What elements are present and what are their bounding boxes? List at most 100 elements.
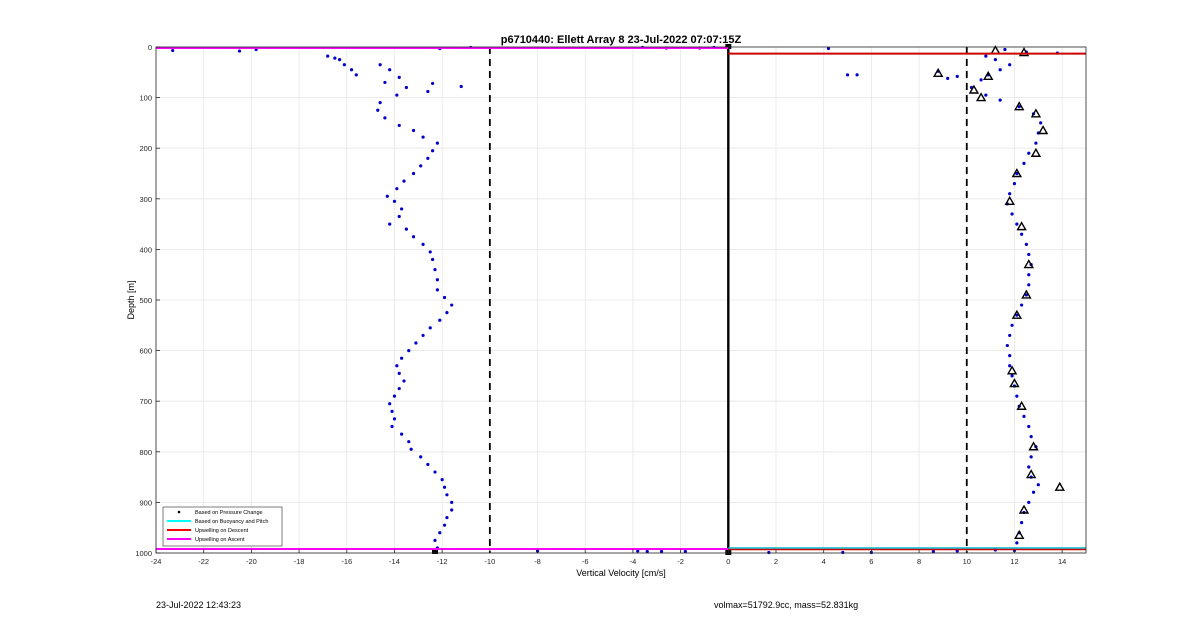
data-point xyxy=(411,171,416,176)
y-tick-label: 400 xyxy=(139,245,152,254)
data-point xyxy=(1024,293,1028,297)
y-tick-label: 200 xyxy=(139,144,152,153)
y-tick-label: 1000 xyxy=(135,549,152,558)
data-point xyxy=(383,80,387,85)
data-point xyxy=(1031,490,1036,494)
y-axis-ticks: 0 100 200 300 400 500 600 700 800 900 1000 xyxy=(135,43,160,558)
data-point xyxy=(442,523,447,527)
data-point xyxy=(349,68,354,72)
data-point xyxy=(428,250,432,254)
data-point xyxy=(1036,483,1040,487)
data-point xyxy=(1017,105,1021,109)
data-point xyxy=(442,485,447,489)
x-tick-label: 6 xyxy=(869,557,873,566)
data-point xyxy=(440,478,444,482)
data-point xyxy=(395,364,399,368)
data-point xyxy=(237,49,242,53)
buoyancy-marker xyxy=(968,84,980,94)
data-point xyxy=(414,341,418,345)
y-tick-label: 500 xyxy=(139,296,152,305)
data-point xyxy=(946,76,950,80)
data-point xyxy=(426,462,430,467)
data-point xyxy=(378,101,382,105)
buoyancy-marker xyxy=(1016,400,1027,410)
buoyancy-marker xyxy=(1011,168,1023,178)
data-point xyxy=(392,199,397,203)
buoyancy-marker xyxy=(1030,108,1042,118)
data-point xyxy=(400,356,404,360)
data-point xyxy=(1015,171,1019,176)
data-point xyxy=(400,207,404,211)
data-point xyxy=(955,74,959,78)
data-point xyxy=(400,432,404,436)
data-point xyxy=(1020,303,1024,307)
data-point xyxy=(397,386,401,391)
legend-label: Upwelling on Descent xyxy=(195,528,249,534)
data-point xyxy=(445,311,449,315)
data-point xyxy=(1022,161,1026,165)
chart-title: p6710440: Ellett Array 8 23-Jul-2022 07:… xyxy=(501,34,742,46)
data-point xyxy=(421,135,425,139)
data-point xyxy=(645,549,649,554)
buoyancy-marker xyxy=(932,67,944,78)
data-point xyxy=(426,156,430,160)
data-point xyxy=(421,333,425,338)
data-point xyxy=(435,141,439,145)
data-point xyxy=(404,85,408,90)
y-tick-label: 700 xyxy=(139,397,152,406)
data-point xyxy=(1027,500,1031,504)
data-point xyxy=(1029,455,1033,459)
data-point xyxy=(395,187,399,191)
data-point xyxy=(459,84,463,89)
y-tick-label: 900 xyxy=(139,498,152,507)
buoyancy-marker xyxy=(1014,529,1025,539)
data-point xyxy=(1027,273,1031,277)
data-point xyxy=(1027,283,1031,287)
y-tick-label: 800 xyxy=(139,448,152,457)
x-tick-label: -18 xyxy=(294,557,305,566)
data-point xyxy=(388,68,392,72)
data-point xyxy=(402,379,406,383)
data-point xyxy=(354,73,358,77)
x-tick-label: 12 xyxy=(1010,557,1018,566)
x-tick-label: -22 xyxy=(198,557,209,566)
data-point xyxy=(1008,364,1012,368)
footer-timestamp: 23-Jul-2022 12:43:23 xyxy=(156,600,242,610)
buoyancy-marker xyxy=(975,92,987,102)
data-point xyxy=(931,549,935,554)
buoyancy-marker xyxy=(1018,47,1030,57)
data-point xyxy=(383,116,387,120)
data-point xyxy=(1008,333,1012,338)
buoyancy-marker xyxy=(990,45,1001,55)
x-axis-label: Vertical Velocity [cm/s] xyxy=(576,568,666,578)
data-point xyxy=(767,550,771,555)
legend-label: Based on Buoyancy and Pitch xyxy=(195,519,268,525)
buoyancy-marker xyxy=(1004,195,1015,206)
data-point xyxy=(397,75,401,79)
x-tick-label: 4 xyxy=(822,557,826,566)
data-point xyxy=(385,194,389,198)
data-point xyxy=(388,222,392,226)
data-point xyxy=(1003,47,1007,52)
y-tick-label: 600 xyxy=(139,347,152,356)
buoyancy-marker xyxy=(1011,309,1023,319)
data-point xyxy=(1022,414,1026,418)
x-tick-label: -24 xyxy=(151,557,162,566)
data-point xyxy=(1008,63,1012,67)
data-point xyxy=(433,470,437,474)
data-point xyxy=(1027,252,1031,257)
data-point xyxy=(326,54,330,58)
data-point xyxy=(397,214,401,219)
x-tick-label: -10 xyxy=(484,557,495,566)
data-point xyxy=(636,549,640,553)
buoyancy-marker xyxy=(1014,101,1025,111)
data-point xyxy=(450,500,454,504)
data-point xyxy=(407,440,411,444)
data-point xyxy=(1015,222,1019,226)
data-point xyxy=(376,108,380,112)
data-point xyxy=(431,149,435,153)
data-point xyxy=(431,257,435,262)
legend-label: Upwelling on Ascent xyxy=(195,537,245,543)
data-point xyxy=(1020,232,1024,236)
